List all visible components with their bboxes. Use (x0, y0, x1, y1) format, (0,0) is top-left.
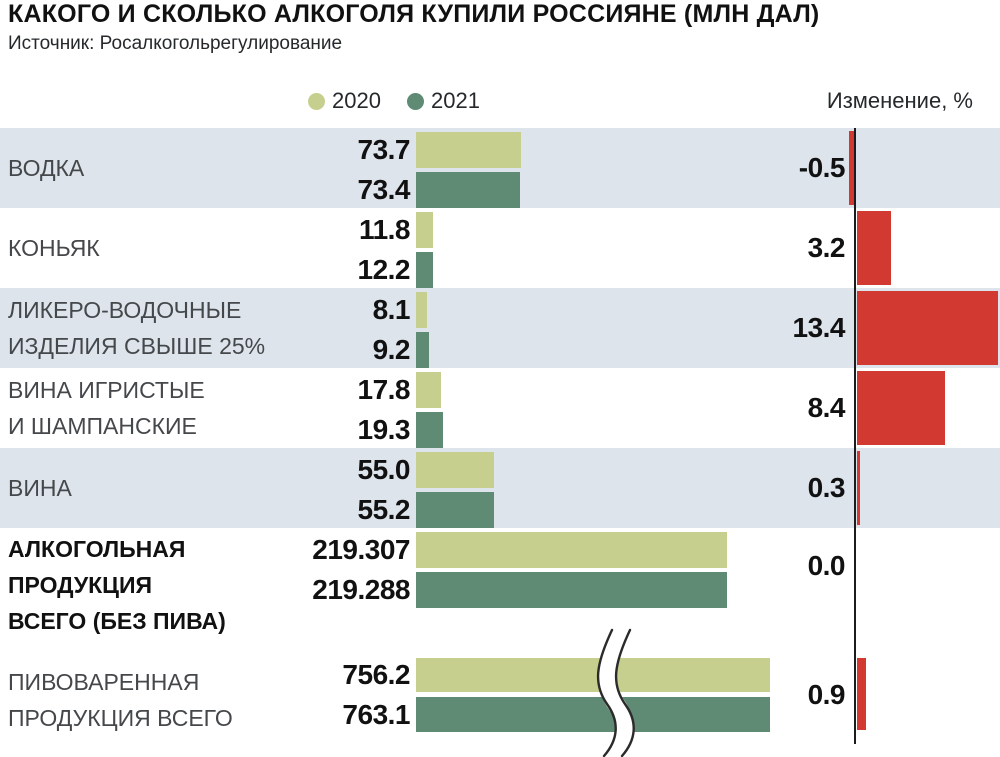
bar-2020 (416, 292, 427, 328)
value-label-2020: 73.7 (357, 134, 411, 165)
value-label-2021: 73.4 (357, 174, 411, 205)
value-label-2020: 756.2 (342, 659, 410, 690)
category-label: АЛКОГОЛЬНАЯ ПРОДУКЦИЯ ВСЕГО (БЕЗ ПИВА) (8, 531, 226, 639)
category-label-line: ПИВОВАРЕННАЯ (8, 669, 200, 695)
bar-2021 (416, 252, 433, 288)
row-shade (0, 448, 1000, 528)
value-label-2020: 17.8 (357, 374, 411, 405)
category-label: ВИНА ИГРИСТЫЕ И ШАМПАНСКИЕ (8, 372, 205, 444)
bar-2021 (416, 572, 727, 608)
category-label-line: ИЗДЕЛИЯ СВЫШЕ 25% (8, 333, 266, 359)
category-label: ПИВОВАРЕННАЯ ПРОДУКЦИЯ ВСЕГО (8, 664, 233, 736)
value-label-2021: 219.288 (312, 574, 410, 605)
chart-source: Источник: Росалкогольрегулирование (8, 33, 343, 54)
value-label-2021: 12.2 (357, 254, 411, 285)
change-value: -0.5 (798, 152, 846, 183)
bar-2020 (416, 452, 494, 488)
bar-2020 (416, 212, 433, 248)
change-bar (857, 451, 860, 525)
bar-2021 (416, 172, 520, 208)
value-label-2021: 55.2 (357, 494, 411, 525)
change-value: 0.9 (807, 679, 846, 710)
change-bar (849, 131, 854, 205)
category-label: КОНЬЯК (8, 230, 100, 266)
axis-break-squiggle (596, 628, 635, 757)
category-label-line: АЛКОГОЛЬНАЯ (8, 536, 186, 562)
change-bar (857, 291, 998, 365)
chart-title: КАКОГО И СКОЛЬКО АЛКОГОЛЯ КУПИЛИ РОССИЯН… (8, 0, 820, 28)
category-label-line: ВИНА ИГРИСТЫЕ (8, 377, 205, 403)
category-label: ВОДКА (8, 150, 84, 186)
category-label-line: ВИНА (8, 475, 72, 501)
change-bar (857, 371, 945, 445)
bar-2021 (416, 412, 443, 448)
legend-label-2020: 2020 (332, 88, 381, 113)
bar-2020 (416, 658, 770, 692)
category-label-line: ВСЕГО (БЕЗ ПИВА) (8, 608, 226, 634)
change-column-header: Изменение, % (826, 88, 973, 113)
change-bar (857, 658, 866, 730)
row-shade (0, 288, 1000, 368)
change-value: 0.0 (807, 550, 846, 581)
legend-label-2021: 2021 (431, 88, 480, 113)
value-label-2020: 11.8 (359, 214, 410, 245)
value-label-2021: 9.2 (372, 334, 411, 365)
change-axis-line (854, 128, 856, 744)
category-label: ВИНА (8, 470, 72, 506)
change-value: 8.4 (807, 392, 846, 423)
value-label-2021: 763.1 (342, 698, 410, 730)
category-label-line: ВОДКА (8, 155, 85, 181)
category-label-line: ПРОДУКЦИЯ ВСЕГО (8, 705, 233, 731)
change-value: 0.3 (807, 472, 846, 503)
category-label: ЛИКЕРО-ВОДОЧНЫЕ ИЗДЕЛИЯ СВЫШЕ 25% (8, 292, 265, 364)
value-label-2021: 19.3 (357, 414, 411, 445)
bar-2021 (416, 492, 494, 528)
value-label-2020: 55.0 (357, 454, 411, 485)
bar-2020 (416, 532, 727, 568)
value-label-2020: 219.307 (312, 534, 410, 565)
legend-dot-2021 (407, 93, 424, 110)
category-label-line: ЛИКЕРО-ВОДОЧНЫЕ (8, 297, 242, 323)
bar-2020 (416, 132, 521, 168)
change-value: 3.2 (807, 232, 846, 263)
bar-2020 (416, 372, 441, 408)
value-label-2020: 8.1 (372, 294, 411, 325)
category-label-line: КОНЬЯК (8, 235, 100, 261)
bar-2021 (416, 697, 770, 732)
legend-dot-2020 (308, 93, 325, 110)
category-label-line: И ШАМПАНСКИЕ (8, 413, 197, 439)
change-bar (857, 211, 891, 285)
change-value: 13.4 (792, 312, 846, 343)
category-label-line: ПРОДУКЦИЯ (8, 572, 153, 598)
bar-2021 (416, 332, 429, 368)
